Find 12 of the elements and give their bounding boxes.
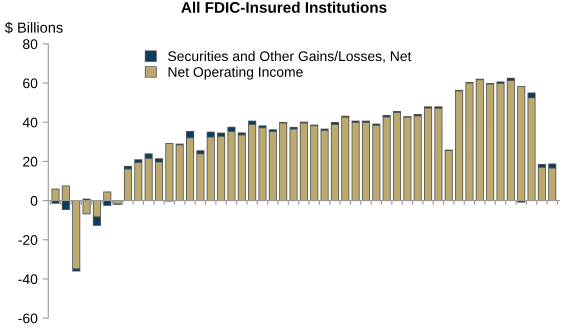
y-tick-label: 40 — [22, 118, 38, 128]
y-tick-label: -20 — [18, 235, 38, 245]
y-tick-label: -40 — [18, 274, 38, 284]
legend-label: Net Operating Income — [168, 66, 303, 80]
y-tick-label: -60 — [18, 313, 38, 324]
y-tick-label: 60 — [23, 78, 38, 88]
legend-label: Securities and Other Gains/Losses, Net — [168, 50, 412, 63]
y-tick-label: 20 — [23, 156, 38, 167]
y-tick-label: 80 — [23, 39, 38, 50]
y-axis-title: $ Billions — [4, 22, 63, 34]
chart-title: All FDIC-Insured Institutions — [181, 2, 386, 13]
y-tick-label: 0 — [30, 196, 38, 206]
